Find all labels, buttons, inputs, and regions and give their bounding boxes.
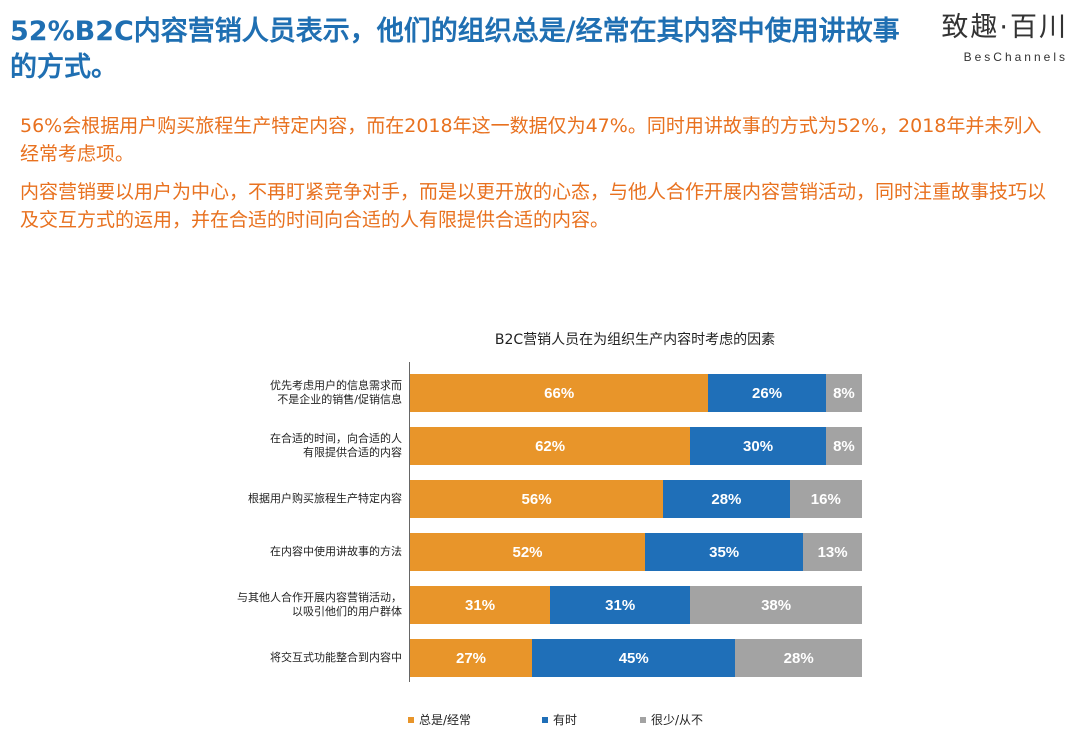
logo-sub-text: BesChannels <box>963 50 1068 64</box>
legend-label: 总是/经常 <box>419 713 472 727</box>
chart-axis-line <box>409 362 410 682</box>
chart-title: B2C营销人员在为组织生产内容时考虑的因素 <box>494 332 776 348</box>
bar-segment: 13% <box>803 533 862 571</box>
legend-swatch <box>542 716 548 723</box>
category-label-line: 根据用户购买旅程生产特定内容 <box>248 492 402 505</box>
bar-segment: 45% <box>532 639 736 677</box>
brand-logo: 致趣·百川 BesChannels <box>940 12 1068 64</box>
legend-label: 有时 <box>553 713 578 727</box>
category-label-line: 有限提供合适的内容 <box>303 446 402 459</box>
bar-row: 66% 26% 8% <box>410 374 862 412</box>
summary-paragraph-1: 56%会根据用户购买旅程生产特定内容，而在2018年这一数据仅为47%。同时用讲… <box>20 115 1042 165</box>
legend-swatch <box>408 716 414 723</box>
category-label-line: 在内容中使用讲故事的方法 <box>270 545 402 558</box>
bar-segment: 62% <box>410 427 691 465</box>
bar-segment: 35% <box>645 533 804 571</box>
category-label-line: 与其他人合作开展内容营销活动， <box>237 591 402 604</box>
page-title: 52%B2C内容营销人员表示，他们的组织总是/经常在其内容中使用讲故事的方式。 <box>10 16 900 83</box>
bar-segment: 8% <box>825 374 862 412</box>
bar-row: 31% 31% 38% <box>410 586 862 624</box>
legend-swatch <box>640 716 646 723</box>
bar-segment: 8% <box>825 427 862 465</box>
category-label-line: 将交互式功能整合到内容中 <box>270 651 402 664</box>
bar-segment: 28% <box>663 480 790 518</box>
category-label-line: 以吸引他们的用户群体 <box>292 605 402 618</box>
category-label: 与其他人合作开展内容营销活动， 以吸引他们的用户群体 <box>170 591 402 619</box>
legend-item: 总是/经常 <box>408 711 471 728</box>
legend-item: 有时 <box>542 711 577 728</box>
bar-row: 62% 30% 8% <box>410 427 862 465</box>
bar-row: 27% 45% 28% <box>410 639 862 677</box>
bar-segment: 38% <box>690 586 862 624</box>
bar-segment: 26% <box>708 374 826 412</box>
summary-paragraph-2: 内容营销要以用户为中心，不再盯紧竞争对手，而是以更开放的心态，与他人合作开展内容… <box>20 181 1047 231</box>
legend-item: 很少/从不 <box>640 711 703 728</box>
category-label: 优先考虑用户的信息需求而 不是企业的销售/促销信息 <box>170 379 402 407</box>
bar-segment: 66% <box>410 374 709 412</box>
bar-segment: 27% <box>410 639 533 677</box>
bar-row: 56% 28% 16% <box>410 480 862 518</box>
category-label-line: 不是企业的销售/促销信息 <box>277 393 402 406</box>
category-label: 在内容中使用讲故事的方法 <box>170 545 402 559</box>
legend-label: 很少/从不 <box>651 713 704 727</box>
category-label: 根据用户购买旅程生产特定内容 <box>170 492 402 506</box>
bar-segment: 56% <box>410 480 664 518</box>
bar-segment: 30% <box>690 427 826 465</box>
bar-segment: 31% <box>550 586 691 624</box>
bar-segment: 16% <box>789 480 862 518</box>
bar-segment: 31% <box>410 586 551 624</box>
bar-segment: 28% <box>735 639 862 677</box>
bar-segment: 52% <box>410 533 646 571</box>
category-label: 将交互式功能整合到内容中 <box>170 651 402 665</box>
category-label-line: 优先考虑用户的信息需求而 <box>270 379 402 392</box>
bar-row: 52% 35% 13% <box>410 533 862 571</box>
category-label: 在合适的时间，向合适的人 有限提供合适的内容 <box>170 432 402 460</box>
logo-main-text: 致趣·百川 <box>941 12 1068 43</box>
category-label-line: 在合适的时间，向合适的人 <box>270 432 402 445</box>
